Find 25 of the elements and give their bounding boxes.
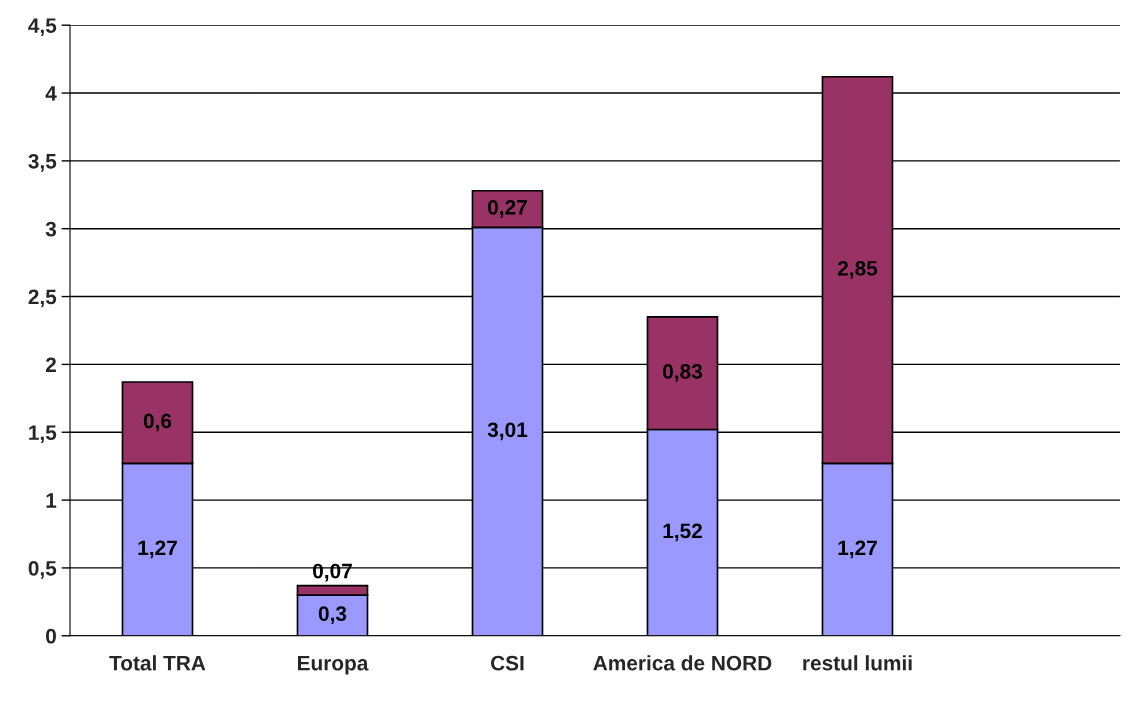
data-label: 0,83 — [663, 364, 702, 382]
data-label: 1,27 — [838, 540, 877, 559]
data-label: 1,27 — [138, 540, 177, 559]
data-label: 0,3 — [318, 606, 347, 625]
y-tick-label: 0 — [46, 628, 56, 644]
x-tick-label: CSI — [490, 655, 524, 671]
x-tick-label: Europa — [298, 655, 369, 675]
x-tick-label: Total TRA — [109, 655, 206, 671]
y-tick-label: 2 — [45, 357, 56, 372]
y-tick-label: 0,5 — [28, 560, 57, 579]
y-tick-label: 4,5 — [28, 18, 57, 36]
data-label: 3,01 — [487, 422, 528, 441]
data-label: 0,6 — [143, 413, 172, 432]
y-tick-label: 1 — [46, 493, 57, 508]
x-tick-label: restul lumii — [803, 655, 912, 671]
x-tick-label: America de NORD — [593, 655, 772, 671]
data-label: 1,52 — [663, 523, 702, 542]
y-tick-label: 3 — [45, 221, 57, 237]
y-tick-label: 4 — [45, 86, 57, 101]
y-tick-label: 2,5 — [28, 289, 57, 308]
y-tick-label: 1,5 — [29, 425, 57, 444]
data-label: 2,85 — [837, 260, 878, 279]
data-label: 0,07 — [313, 563, 352, 582]
data-label: 0,27 — [488, 199, 527, 218]
y-tick-label: 3,5 — [28, 153, 57, 172]
